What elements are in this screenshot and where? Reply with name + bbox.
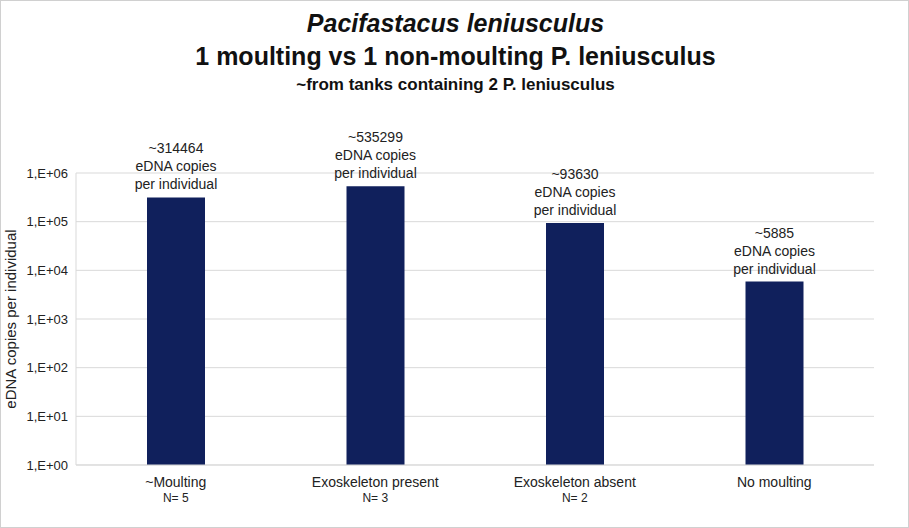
- svg-text:1,E+03: 1,E+03: [26, 312, 68, 327]
- svg-text:~314464eDNA copiesper individu: ~314464eDNA copiesper individual: [135, 140, 218, 192]
- svg-text:N= 2: N= 2: [562, 491, 588, 505]
- svg-text:Exoskeleton present: Exoskeleton present: [312, 474, 439, 490]
- svg-text:1,E+05: 1,E+05: [26, 214, 68, 229]
- html-text:~from tanks containing 2 P. le: ~from tanks containing 2 P. leniusculus: [296, 75, 615, 94]
- svg-text:Exoskeleton absent: Exoskeleton absent: [514, 474, 636, 490]
- html-text:Pacifastacus leniusculus: Pacifastacus leniusculus: [306, 9, 605, 37]
- svg-text:1,E+06: 1,E+06: [26, 166, 68, 181]
- svg-text:1,E+01: 1,E+01: [26, 409, 68, 424]
- svg-text:~Moulting: ~Moulting: [145, 474, 206, 490]
- svg-text:1,E+04: 1,E+04: [26, 263, 68, 278]
- svg-text:N= 3: N= 3: [362, 491, 388, 505]
- svg-text:1,E+00: 1,E+00: [26, 458, 68, 473]
- svg-text:1,E+02: 1,E+02: [26, 360, 68, 375]
- svg-text:eDNA copies per individual: eDNA copies per individual: [8, 229, 19, 408]
- html-text:1 moulting vs 1 non-moulting P: 1 moulting vs 1 non-moulting P. leniuscu…: [195, 42, 716, 70]
- svg-text:~535299eDNA copiesper individu: ~535299eDNA copiesper individual: [334, 129, 417, 181]
- svg-text:No moulting: No moulting: [737, 474, 812, 490]
- svg-text:~5885eDNA copiesper individual: ~5885eDNA copiesper individual: [733, 225, 816, 277]
- svg-text:~93630eDNA copiesper individua: ~93630eDNA copiesper individual: [534, 166, 617, 218]
- svg-text:N= 5: N= 5: [163, 491, 189, 505]
